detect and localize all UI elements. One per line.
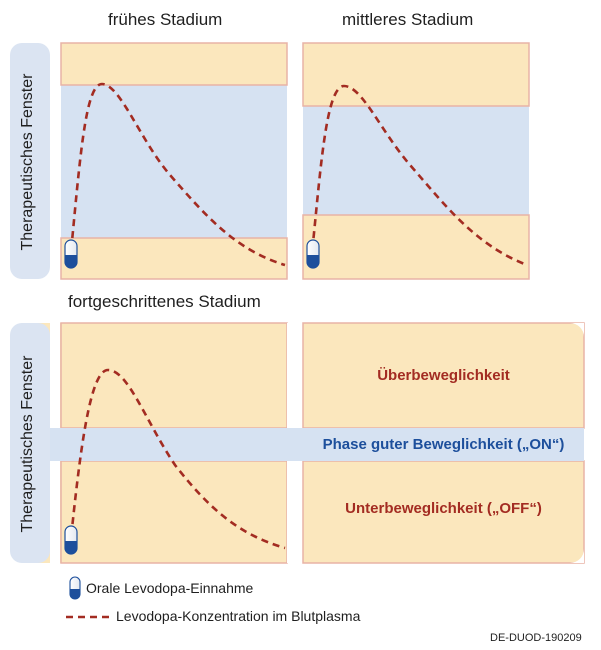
zone-label-over: Überbeweglichkeit [377,367,510,384]
panel-early-lower-zone [60,237,288,280]
panel-middle-upper-zone [302,42,530,107]
panel-early [60,42,288,280]
panel-middle [302,42,530,280]
capsule-icon [64,239,78,269]
capsule-icon [64,525,78,555]
capsule-icon [306,239,320,269]
stage-title-middle: mittleres Stadium [342,10,474,29]
panel-advanced-upper-zone [60,322,288,429]
panel-advanced-lower-zone [60,460,288,564]
curve-middle [309,84,528,267]
curve-early [68,82,286,267]
zone-legend-over [302,322,585,429]
side-label-bg-bottom [10,323,50,563]
corner-mask-bottom [570,549,584,563]
panel-middle-lower-zone [302,214,530,280]
stage-title-early: frühes Stadium [108,10,223,29]
zone-label-on: Phase guter Beweglichkeit („ON“) [322,436,565,453]
stage-title-advanced: fortgeschrittenes Stadium [68,292,261,311]
side-label-bg-top [10,43,50,279]
zone-legend-off [302,460,585,564]
on-band [61,428,584,461]
document-code: DE-DUOD-190209 [490,632,582,644]
curve-advanced [68,368,286,550]
corner-mask-top [570,323,584,337]
capsule-icon [69,576,81,600]
on-band-connector [287,428,303,461]
panel-early-upper-zone [60,42,288,86]
legend-curve-label: Levodopa-Konzentration im Blutplasma [116,608,361,624]
legend-capsule-label: Orale Levodopa-Einnahme [86,580,254,596]
on-band-left [50,428,61,461]
side-label-bottom: Therapeutisches Fenster [19,355,36,533]
zone-label-off: Unterbeweglichkeit („OFF“) [345,500,542,517]
